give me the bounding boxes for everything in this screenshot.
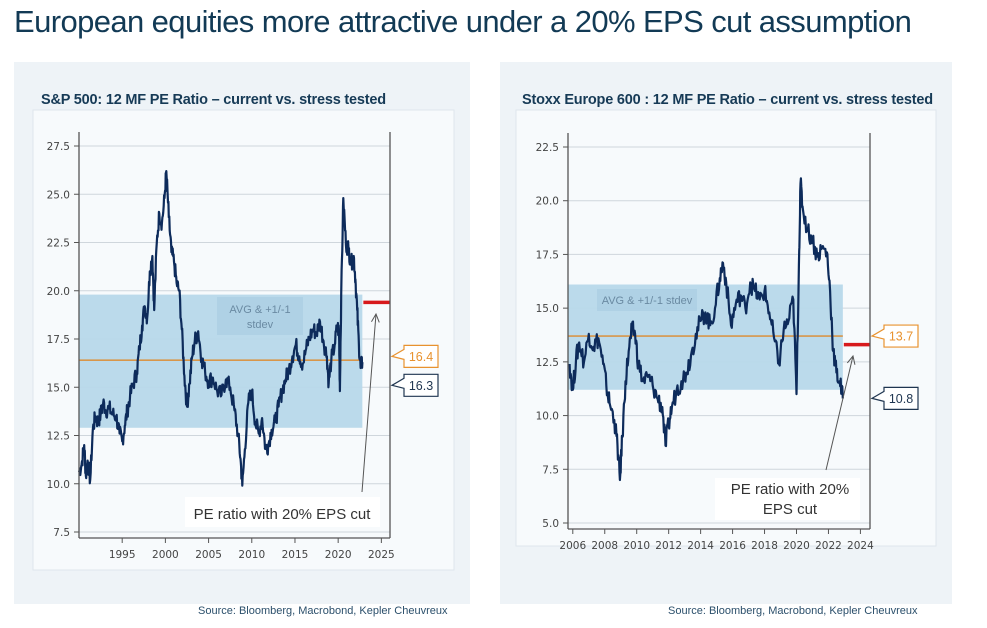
stoxx600-y-tick-label: 22.5 — [536, 142, 559, 154]
sp500-band-label: stdev — [247, 319, 274, 331]
stoxx600-current-callout-box — [870, 386, 919, 410]
sp500-annotation-box — [185, 497, 380, 527]
stoxx600-average-callout-value: 13.7 — [889, 330, 913, 344]
stoxx600-x-tick-label: 2012 — [655, 540, 682, 552]
sp500-pe-series-line — [77, 170, 364, 487]
sp500-source-note: Source: Bloomberg, Macrobond, Kepler Che… — [198, 605, 448, 617]
sp500-x-tick-label: 2015 — [282, 549, 309, 561]
sp500-y-tick-label: 27.5 — [47, 141, 70, 153]
stoxx600-x-tick-label: 2022 — [815, 540, 842, 552]
stoxx600-average-callout-box — [870, 324, 919, 348]
stoxx600-arrowhead-icon — [846, 354, 856, 365]
stoxx600-pe-series-line — [568, 177, 844, 482]
stoxx600-y-tick-label: 12.5 — [536, 357, 559, 369]
sp500-arrowhead-icon — [371, 312, 380, 323]
stoxx600-x-tick-label: 2020 — [783, 540, 810, 552]
stoxx600-annotation-text: EPS cut — [763, 501, 818, 518]
sp500-current-callout-box — [390, 373, 439, 397]
sp500-chart-title: S&P 500: 12 MF PE Ratio – current vs. st… — [41, 92, 386, 108]
sp500-y-tick-label: 15.0 — [47, 382, 70, 394]
sp500-average-callout-value: 16.4 — [409, 350, 433, 364]
stoxx600-y-tick-label: 7.5 — [542, 464, 559, 476]
sp500-x-tick-label: 2010 — [238, 549, 265, 561]
stoxx600-y-tick-label: 15.0 — [536, 303, 559, 315]
stoxx600-y-tick-label: 20.0 — [536, 196, 559, 208]
stoxx600-x-tick-label: 2010 — [623, 540, 650, 552]
stoxx600-band-label-box — [597, 289, 697, 311]
sp500-y-tick-label: 10.0 — [47, 479, 70, 491]
stoxx600-x-tick-label: 2016 — [719, 540, 746, 552]
sp500-y-tick-label: 20.0 — [47, 286, 70, 298]
sp500-annotation-text: PE ratio with 20% EPS cut — [194, 506, 372, 523]
sp500-x-tick-label: 2000 — [152, 549, 179, 561]
stoxx600-chart-title: Stoxx Europe 600 : 12 MF PE Ratio – curr… — [522, 92, 933, 108]
sp500-x-tick-label: 2025 — [368, 549, 395, 561]
sp500-y-tick-label: 17.5 — [47, 334, 70, 346]
stoxx600-source-note: Source: Bloomberg, Macrobond, Kepler Che… — [668, 605, 918, 617]
sp500-band-label-box — [217, 297, 303, 335]
sp500-y-tick-label: 25.0 — [47, 189, 70, 201]
sp500-current-callout-value: 16.3 — [409, 379, 433, 393]
sp500-x-tick-label: 2020 — [325, 549, 352, 561]
stoxx600-y-tick-label: 5.0 — [542, 518, 559, 530]
stoxx600-x-tick-label: 2024 — [847, 540, 874, 552]
stoxx600-annotation-text: PE ratio with 20% — [731, 481, 849, 498]
page-title: European equities more attractive under … — [14, 4, 912, 39]
sp500-y-tick-label: 7.5 — [53, 527, 70, 539]
sp500-x-tick-label: 2005 — [195, 549, 222, 561]
sp500-y-tick-label: 12.5 — [47, 431, 70, 443]
stoxx600-x-tick-label: 2018 — [751, 540, 778, 552]
stoxx600-annotation-arrow — [825, 355, 854, 471]
sp500-y-tick-label: 22.5 — [47, 238, 70, 250]
stoxx600-band-label: AVG & +1/-1 stdev — [602, 295, 693, 307]
sp500-x-tick-label: 1995 — [109, 549, 136, 561]
stoxx600-x-tick-label: 2014 — [687, 540, 714, 552]
stoxx600-y-tick-label: 10.0 — [536, 411, 559, 423]
stoxx600-y-tick-label: 17.5 — [536, 249, 559, 261]
stoxx600-x-tick-label: 2006 — [559, 540, 586, 552]
sp500-average-callout-box — [390, 344, 439, 368]
stoxx600-current-callout-value: 10.8 — [889, 392, 913, 406]
sp500-band-label: AVG & +1/-1 — [229, 304, 290, 316]
stoxx600-annotation-box — [715, 478, 860, 520]
sp500-annotation-arrow — [361, 313, 377, 493]
stoxx600-x-tick-label: 2008 — [591, 540, 618, 552]
